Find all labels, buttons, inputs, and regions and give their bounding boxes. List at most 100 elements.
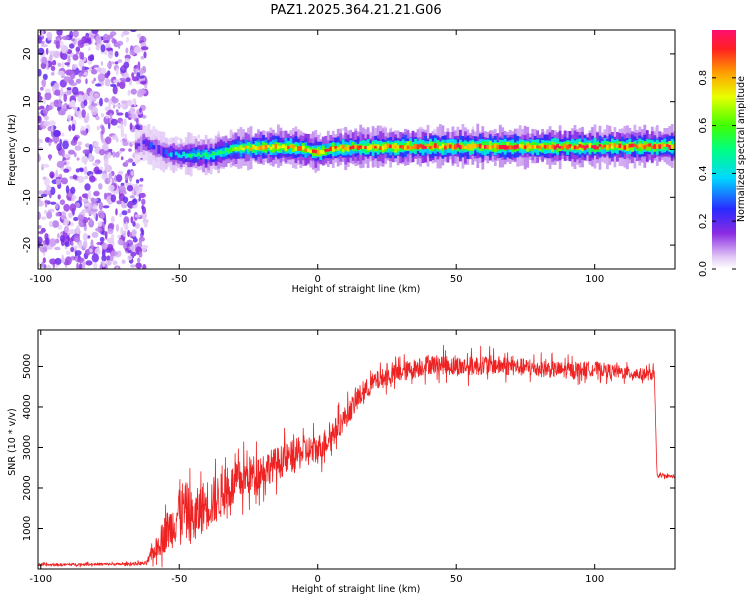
noise-cell <box>50 72 55 76</box>
spectrogram-ylabel: Frequency (Hz) <box>7 114 18 186</box>
noise-cell <box>74 145 82 151</box>
spectrogram-marks <box>38 30 675 269</box>
ridge-cell <box>356 145 360 150</box>
x-tick-label: 0 <box>315 274 321 285</box>
noise-cell <box>81 260 86 269</box>
noise-cell <box>61 254 64 263</box>
ridge-cell <box>528 145 532 149</box>
noise-cell <box>108 222 115 229</box>
ridge-cell <box>309 149 313 153</box>
ridge-cell <box>553 145 557 150</box>
noise-cell <box>57 62 62 67</box>
noise-cell <box>70 186 76 194</box>
ridge-cell <box>401 145 405 150</box>
noise-cell <box>68 149 75 155</box>
noise-cell <box>44 88 52 94</box>
noise-cell <box>54 257 62 265</box>
noise-cell <box>110 194 117 203</box>
noise-cell <box>48 138 53 143</box>
ridge-cell <box>476 144 480 148</box>
y-tick-label: 3000 <box>22 435 33 460</box>
noise-cell <box>129 106 134 115</box>
noise-cell <box>101 249 106 257</box>
noise-cell <box>131 72 135 78</box>
ridge-cell <box>204 152 208 158</box>
noise-cell <box>66 87 73 91</box>
noise-cell <box>114 61 119 65</box>
noise-cell <box>107 122 111 130</box>
noise-cell <box>125 77 131 83</box>
noise-cell <box>112 85 118 95</box>
noise-cell <box>42 73 48 81</box>
noise-cell <box>72 106 79 110</box>
ridge-cell <box>214 151 218 156</box>
noise-cell <box>120 132 125 138</box>
noise-cell <box>93 77 97 82</box>
noise-cell <box>134 124 141 131</box>
ridge-cell <box>576 146 579 150</box>
ridge-cell <box>658 144 662 149</box>
ridge-cell <box>297 146 300 151</box>
noise-cell <box>82 240 88 249</box>
noise-cell <box>70 139 78 146</box>
noise-cell <box>125 247 129 252</box>
noise-cell <box>48 50 56 55</box>
noise-cell <box>55 178 61 186</box>
noise-cell <box>93 92 100 98</box>
ridge-cell <box>144 139 148 147</box>
noise-cell <box>107 227 114 235</box>
noise-cell <box>124 111 129 118</box>
x-tick-label: -50 <box>171 274 187 285</box>
noise-cell <box>43 120 50 127</box>
ridge-cell <box>249 143 253 152</box>
noise-cell <box>130 264 136 268</box>
ridge-cell <box>249 147 253 151</box>
ridge-cell <box>409 140 412 151</box>
ridge-cell <box>247 145 250 150</box>
ridge-cell <box>536 145 539 149</box>
ridge-cell <box>478 143 482 149</box>
noise-cell <box>63 93 67 102</box>
noise-cell <box>77 141 83 146</box>
ridge-cell <box>483 145 487 149</box>
ridge-cell <box>466 144 470 149</box>
speckle-cell <box>197 134 201 139</box>
noise-cell <box>68 229 76 235</box>
ridge-cell <box>364 146 368 149</box>
noise-cell <box>141 198 146 205</box>
noise-cell <box>95 45 100 51</box>
ridge-cell <box>177 153 181 158</box>
ridge-cell <box>606 145 609 150</box>
ridge-cell <box>169 152 173 157</box>
noise-cell <box>130 216 134 224</box>
ridge-cell <box>242 147 245 151</box>
ridge-cell <box>456 143 460 148</box>
ridge-cell <box>149 142 153 148</box>
noise-cell <box>50 186 56 196</box>
ridge-cell <box>660 143 664 147</box>
speckle-cell <box>217 131 220 134</box>
ridge-cell <box>473 143 477 149</box>
noise-cell <box>65 250 71 256</box>
ridge-cell <box>621 145 624 150</box>
ridge-cell <box>611 145 614 149</box>
noise-cell <box>120 182 125 187</box>
ridge-cell <box>311 149 315 153</box>
ridge-cell <box>192 153 196 156</box>
ridge-cell <box>561 145 564 150</box>
noise-cell <box>84 175 89 180</box>
noise-cell <box>139 107 142 113</box>
ridge-cell <box>556 144 559 148</box>
ridge-cell <box>184 153 188 159</box>
noise-cell <box>139 192 146 199</box>
colorbar-tick-label: 0.4 <box>698 165 709 181</box>
noise-cell <box>121 259 126 264</box>
noise-cell <box>46 105 53 111</box>
ridge-cell <box>631 143 634 148</box>
noise-cell <box>71 38 75 42</box>
noise-cell <box>129 122 133 130</box>
ridge-cell <box>498 145 502 150</box>
ridge-cell <box>613 143 617 148</box>
noise-cell <box>117 239 124 245</box>
noise-cell <box>88 47 91 52</box>
